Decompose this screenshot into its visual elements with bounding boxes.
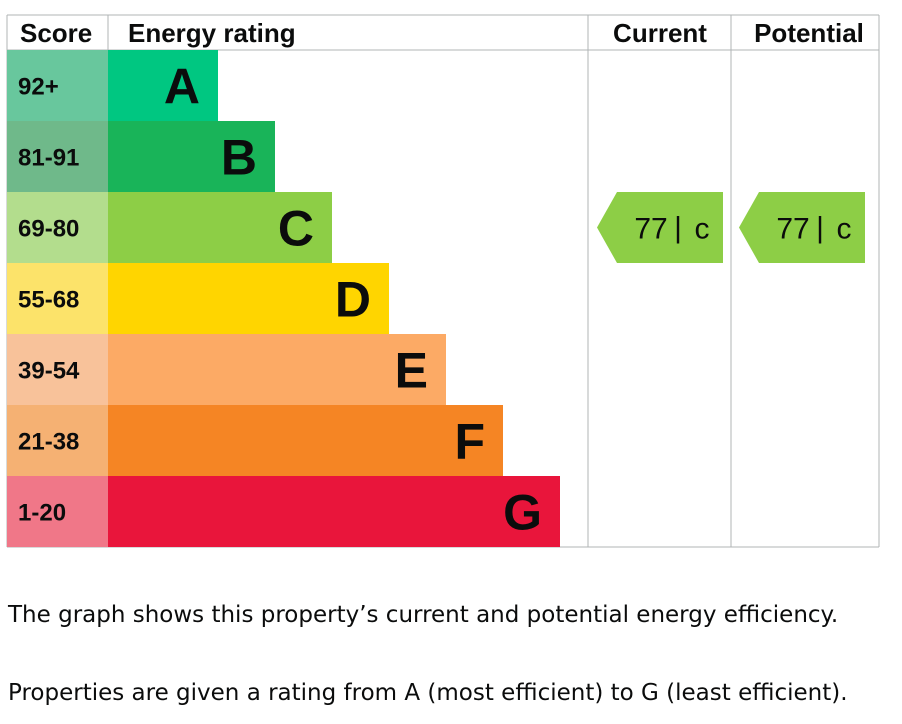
potential-header: Potential (754, 18, 864, 48)
score-cell-e (7, 334, 108, 405)
score-range-g: 1-20 (18, 500, 66, 527)
band-letter-c: C (278, 201, 314, 257)
band-letter-f: F (454, 414, 485, 470)
rating-bands: 92+ A 81-91 B 69-80 C 55-68 D 39-54 E 21-38 F 1-20 G (7, 50, 560, 547)
band-letter-b: B (221, 130, 257, 186)
caption-rating-scale: Properties are given a rating from A (mo… (8, 680, 848, 706)
score-range-a: 92+ (18, 74, 59, 101)
band-bar-b (108, 121, 275, 192)
current-rating-marker-score: 77 (634, 213, 667, 246)
energy-rating-chart: Score Energy rating Current Potential 92… (6, 14, 880, 548)
rating-markers: 77 | c 77 | c (597, 192, 865, 263)
current-header: Current (613, 18, 707, 48)
score-cell-g (7, 476, 108, 547)
band-bar-a (108, 50, 218, 121)
potential-rating-marker-separator: | (816, 212, 824, 245)
band-letter-g: G (503, 485, 542, 541)
score-range-e: 39-54 (18, 358, 80, 385)
score-cell-c (7, 192, 108, 263)
score-range-d: 55-68 (18, 287, 79, 314)
score-cell-a (7, 50, 108, 121)
current-rating-marker-band: c (695, 213, 710, 246)
score-cell-f (7, 405, 108, 476)
score-range-f: 21-38 (18, 429, 79, 456)
band-bar-g (108, 476, 560, 547)
potential-rating-marker-arrow (739, 192, 865, 263)
current-rating-marker-separator: | (674, 212, 682, 245)
energy-rating-header: Energy rating (128, 18, 296, 48)
potential-rating-marker: 77 | c (739, 192, 865, 263)
score-cell-b (7, 121, 108, 192)
band-bar-c (108, 192, 332, 263)
score-header: Score (20, 18, 92, 48)
band-bar-f (108, 405, 503, 476)
band-letter-a: A (164, 59, 200, 115)
potential-rating-marker-score: 77 (776, 213, 809, 246)
current-rating-marker-arrow (597, 192, 723, 263)
score-cell-d (7, 263, 108, 334)
score-range-b: 81-91 (18, 145, 79, 172)
band-bar-d (108, 263, 389, 334)
current-rating-marker: 77 | c (597, 192, 723, 263)
score-range-c: 69-80 (18, 216, 79, 243)
caption-graph-description: The graph shows this property’s current … (8, 602, 839, 628)
band-bar-e (108, 334, 446, 405)
band-letter-e: E (395, 343, 428, 399)
band-letter-d: D (335, 272, 371, 328)
potential-rating-marker-band: c (837, 213, 852, 246)
